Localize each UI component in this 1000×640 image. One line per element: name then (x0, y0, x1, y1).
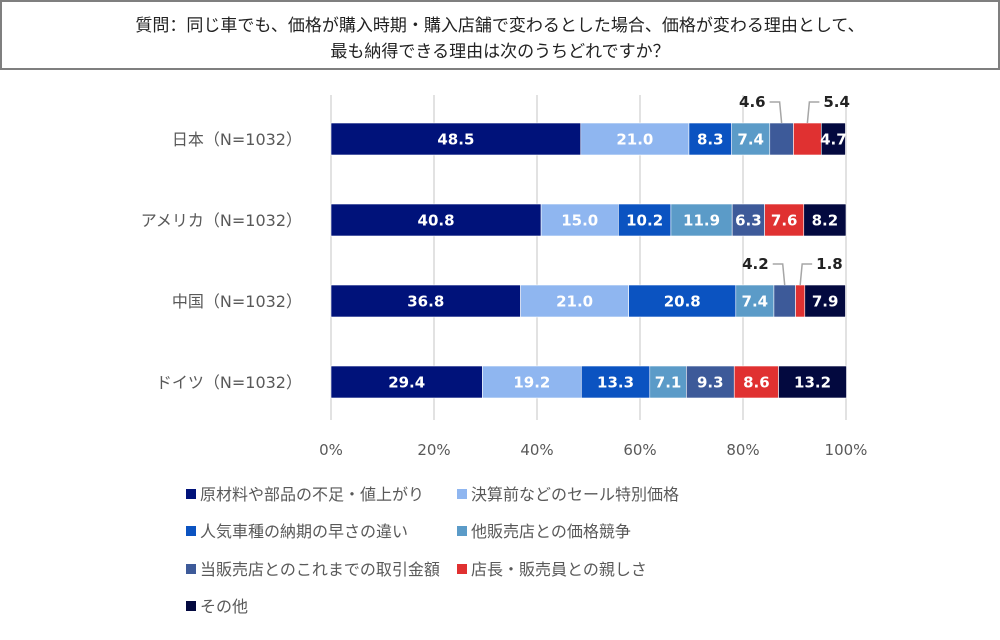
bar-segment (795, 284, 806, 318)
legend-swatch (457, 489, 467, 499)
bar-segment (793, 122, 822, 156)
bar-segment (670, 203, 733, 237)
data-label: 7.6 (771, 212, 798, 230)
x-tick-label: 20% (417, 441, 450, 459)
data-label: 20.8 (664, 293, 701, 311)
data-label: 13.3 (597, 374, 634, 392)
bar-segment (580, 122, 690, 156)
data-label: 7.9 (812, 293, 839, 311)
data-label: 10.2 (626, 212, 663, 230)
bar-segment (330, 284, 521, 318)
bar-segment (778, 365, 847, 399)
bar-segment (733, 365, 779, 399)
data-label: 29.4 (388, 374, 425, 392)
legend-label: 原材料や部品の不足・値上がり (200, 485, 424, 504)
legend-swatch (186, 564, 196, 574)
bar-segment (628, 284, 737, 318)
legend-label: 他販売店との価格競争 (471, 522, 631, 541)
data-label: 4.2 (742, 255, 769, 273)
callout-leader-line (799, 263, 813, 286)
legend-swatch (186, 489, 196, 499)
question-title-box: 質問：同じ車でも、価格が購入時期・購入店舗で変わるとした場合、価格が変わる理由と… (0, 0, 1000, 70)
category-label: アメリカ（N=1032） (141, 211, 302, 230)
data-label: 7.4 (742, 293, 769, 311)
bar-segment (804, 284, 846, 318)
data-label: 9.3 (697, 374, 724, 392)
bar-segment (688, 122, 732, 156)
data-label: 21.0 (616, 131, 653, 149)
bar-segment (482, 365, 582, 399)
data-label: 5.4 (823, 93, 850, 111)
bar-segment (686, 365, 735, 399)
data-label: 11.9 (683, 212, 720, 230)
x-tick-label: 80% (726, 441, 759, 459)
category-label: 日本（N=1032） (172, 130, 302, 149)
bar-segment (773, 284, 796, 318)
data-label: 4.6 (739, 93, 766, 111)
callout-leader-line (772, 263, 786, 286)
bar-segment (330, 365, 483, 399)
legend-swatch (186, 601, 196, 611)
category-label: ドイツ（N=1032） (156, 373, 302, 392)
bar-segment (520, 284, 629, 318)
data-label: 7.1 (655, 374, 682, 392)
data-label: 13.2 (794, 374, 831, 392)
bar-segment (764, 203, 805, 237)
category-label: 中国（N=1032） (172, 292, 302, 311)
data-label: 40.8 (418, 212, 455, 230)
legend-swatch (186, 526, 196, 536)
callout-leader-line (769, 101, 783, 124)
x-tick-label: 0% (319, 441, 343, 459)
data-label: 48.5 (437, 131, 474, 149)
data-label: 4.7 (820, 131, 847, 149)
x-tick-label: 100% (825, 441, 868, 459)
x-tick-label: 60% (623, 441, 656, 459)
legend-label: その他 (200, 597, 248, 616)
bar-segment (803, 203, 847, 237)
data-label: 6.3 (735, 212, 762, 230)
data-label: 8.6 (743, 374, 770, 392)
bar-segment (330, 122, 582, 156)
data-label: 8.3 (697, 131, 724, 149)
question-title-line-1: 質問：同じ車でも、価格が購入時期・購入店舗で変わるとした場合、価格が変わる理由と… (135, 16, 865, 36)
bar-segment (731, 122, 771, 156)
bar-segment (649, 365, 687, 399)
bar-segment (580, 365, 651, 399)
legend-label: 人気車種の納期の早さの違い (200, 522, 408, 541)
legend-label: 当販売店とのこれまでの取引金額 (200, 560, 440, 579)
legend-swatch (457, 564, 467, 574)
legend-swatch (457, 526, 467, 536)
bar-segment (769, 122, 794, 156)
data-label: 7.4 (737, 131, 764, 149)
data-label: 8.2 (812, 212, 839, 230)
x-tick-label: 40% (520, 441, 553, 459)
data-label: 36.8 (407, 293, 444, 311)
bar-segment (540, 203, 619, 237)
bar-segment (820, 122, 846, 156)
data-label: 1.8 (816, 255, 843, 273)
legend-label: 店長・販売員との親しさ (471, 560, 647, 579)
callout-leader-line (806, 101, 820, 124)
question-title-line-2: 最も納得できる理由は次のうちどれですか？ (330, 42, 670, 62)
bar-segment (735, 284, 775, 318)
data-label: 21.0 (556, 293, 593, 311)
legend-label: 決算前などのセール特別価格 (471, 485, 679, 504)
data-label: 19.2 (513, 374, 550, 392)
data-label: 15.0 (561, 212, 598, 230)
